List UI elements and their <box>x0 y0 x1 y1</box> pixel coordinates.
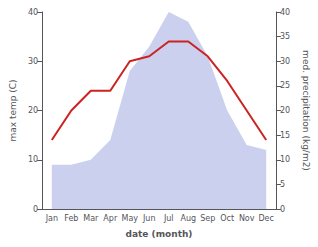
svg-text:Nov: Nov <box>239 214 255 223</box>
svg-text:0: 0 <box>33 205 38 214</box>
svg-text:Jan: Jan <box>45 214 58 223</box>
svg-text:Apr: Apr <box>103 214 118 223</box>
svg-text:max temp (C): max temp (C) <box>8 79 18 141</box>
svg-text:20: 20 <box>28 106 38 115</box>
svg-text:Mar: Mar <box>83 214 99 223</box>
svg-text:30: 30 <box>280 57 290 66</box>
svg-text:10: 10 <box>28 155 38 164</box>
svg-text:40: 40 <box>28 8 38 17</box>
svg-text:40: 40 <box>280 8 290 17</box>
svg-text:0: 0 <box>280 205 285 214</box>
svg-text:Oct: Oct <box>220 214 234 223</box>
svg-text:20: 20 <box>280 106 290 115</box>
svg-text:Jun: Jun <box>142 214 156 223</box>
svg-text:10: 10 <box>280 155 290 164</box>
svg-text:35: 35 <box>280 32 290 41</box>
svg-text:30: 30 <box>28 57 38 66</box>
svg-text:med. precipitation (kg/m2): med. precipitation (kg/m2) <box>301 50 311 171</box>
svg-text:5: 5 <box>280 180 285 189</box>
svg-text:Aug: Aug <box>180 214 196 223</box>
svg-text:Dec: Dec <box>258 214 273 223</box>
svg-text:Sep: Sep <box>200 214 215 223</box>
svg-text:25: 25 <box>280 81 290 90</box>
svg-text:Feb: Feb <box>64 214 78 223</box>
svg-text:Jul: Jul <box>163 214 174 223</box>
svg-text:May: May <box>121 214 138 223</box>
svg-text:15: 15 <box>280 131 290 140</box>
svg-text:date (month): date (month) <box>126 229 193 239</box>
